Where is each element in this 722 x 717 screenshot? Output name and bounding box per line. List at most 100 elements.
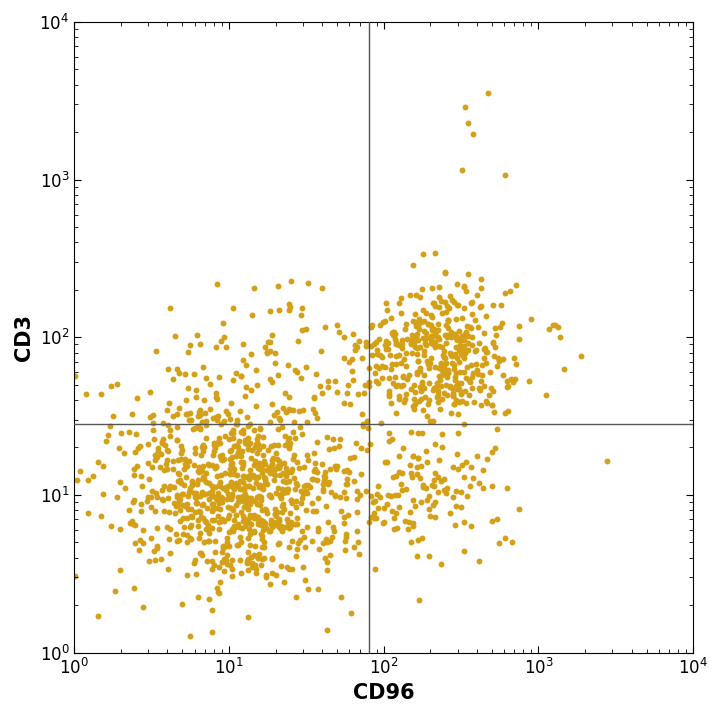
Point [244,465,256,476]
Point [406,536,417,547]
Point [422,318,434,329]
Point [245,492,256,503]
Point [263,462,274,474]
Point [378,516,390,528]
Point [404,459,416,470]
Point [377,518,388,529]
Point [302,277,313,289]
Point [292,537,304,549]
Point [287,404,299,416]
Point [178,521,190,532]
Point [425,331,437,342]
Point [323,476,335,488]
Point [283,522,295,533]
Point [471,290,482,301]
Point [136,505,147,516]
Point [249,495,261,506]
Point [257,440,269,452]
Point [249,456,261,467]
Point [164,547,175,559]
Point [225,503,237,514]
Point [129,495,140,506]
Point [228,522,240,533]
Point [280,407,292,418]
Point [264,467,276,478]
Point [399,515,410,526]
Point [208,437,219,448]
Point [490,442,501,453]
Point [207,449,219,460]
Point [127,496,139,508]
Point [428,474,440,485]
Point [436,370,448,381]
Point [115,427,126,439]
Point [397,371,409,383]
Point [429,341,440,353]
Point [414,366,426,377]
Point [354,549,365,560]
Point [363,376,375,387]
Point [458,419,469,430]
Point [439,368,451,379]
Point [210,387,222,399]
Point [342,380,354,391]
Point [253,490,265,502]
Point [194,507,206,518]
Point [445,331,457,343]
Point [291,550,303,561]
Point [266,568,278,579]
Point [151,540,162,551]
Point [325,535,336,546]
Point [295,498,307,509]
Point [246,561,258,573]
Point [271,516,282,528]
Point [426,325,438,336]
Point [162,506,174,518]
Point [222,480,233,492]
Point [312,523,323,534]
Point [292,336,304,347]
Point [199,407,211,419]
Point [276,506,287,518]
Point [266,554,278,565]
Point [405,383,417,394]
Point [222,488,234,500]
Point [243,471,254,483]
Point [435,380,447,391]
Point [386,433,398,445]
Point [273,280,284,292]
X-axis label: CD96: CD96 [353,683,414,703]
Point [204,379,215,390]
Point [276,493,287,504]
Point [273,456,284,467]
Point [183,383,194,394]
Point [406,336,418,347]
Point [278,503,290,515]
Point [234,483,245,495]
Point [264,462,276,473]
Point [379,315,391,326]
Point [321,536,333,548]
Point [469,314,481,326]
Point [232,435,244,446]
Point [261,570,272,581]
Point [256,530,268,541]
Point [206,563,217,574]
Point [229,483,240,495]
Point [453,427,464,438]
Point [212,511,224,522]
Point [223,540,235,551]
Point [250,511,261,522]
Point [453,356,465,368]
Point [290,495,302,507]
Point [320,500,331,512]
Point [227,427,238,438]
Point [297,531,309,543]
Point [287,426,299,437]
Point [157,495,169,506]
Point [440,319,452,331]
Point [373,333,385,345]
Point [238,483,249,494]
Point [414,381,425,393]
Point [412,335,424,346]
